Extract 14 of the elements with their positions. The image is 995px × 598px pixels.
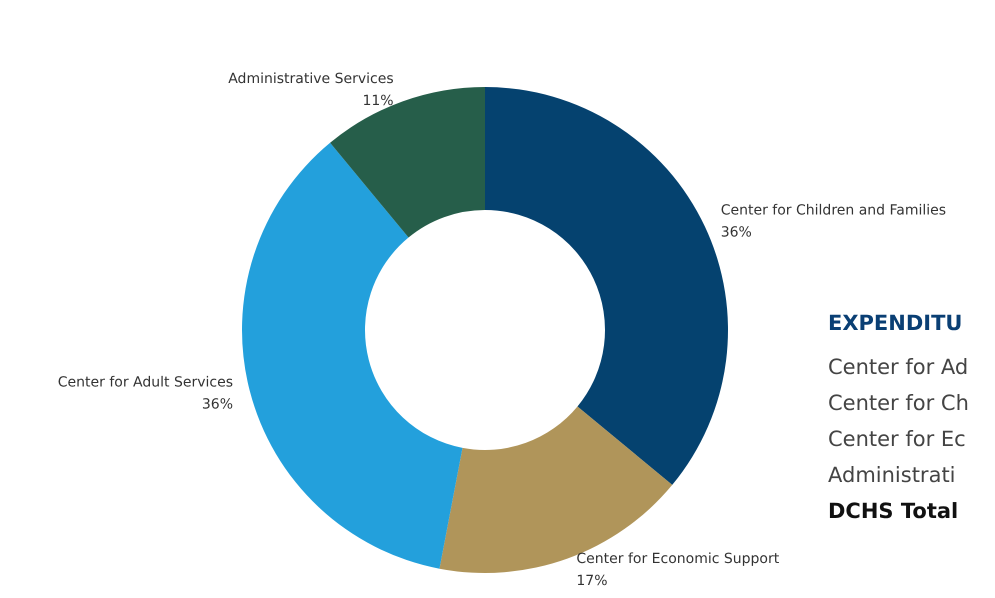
slice-label: Administrative Services xyxy=(228,71,394,88)
data-label: 36% xyxy=(202,396,234,412)
data-label: 17% xyxy=(576,572,608,589)
slice-label: Center for Adult Services xyxy=(58,374,234,390)
slice-label: Center for Children and Families xyxy=(720,202,946,218)
slice-label: Center for Economic Support xyxy=(576,550,780,567)
data-label: 11% xyxy=(362,93,394,110)
text: Center for Ch xyxy=(828,390,969,417)
text: Administrati xyxy=(828,462,957,489)
text: EXPENDITU xyxy=(828,310,964,337)
text: Center for Ad xyxy=(828,354,969,381)
text: DCHS Total xyxy=(828,498,960,525)
text: Center for Ec xyxy=(828,426,967,453)
data-label: 36% xyxy=(720,224,752,240)
